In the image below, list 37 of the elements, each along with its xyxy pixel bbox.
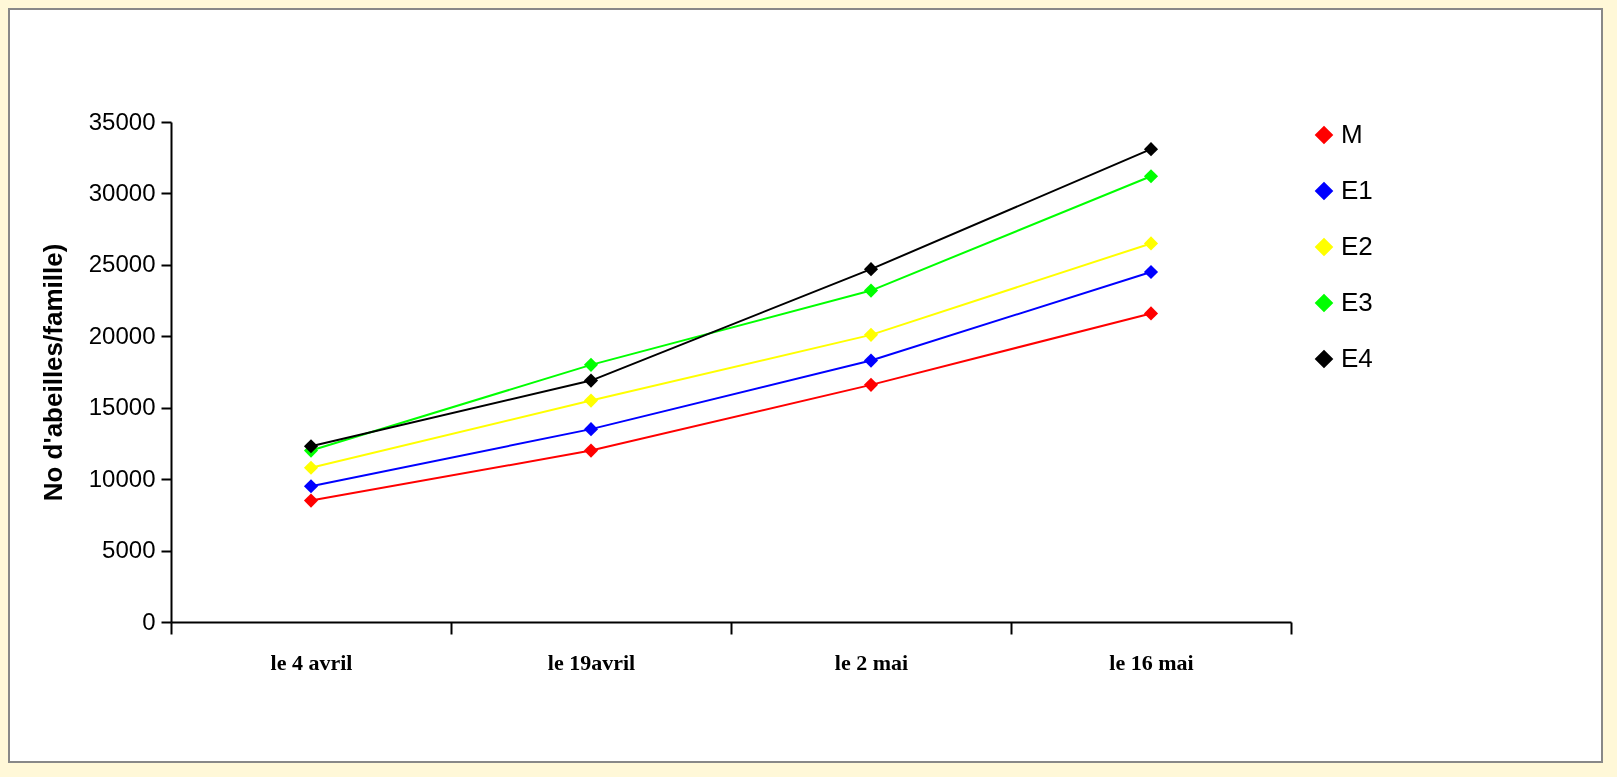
legend-label: E2: [1341, 231, 1373, 261]
y-tick-label: 35000: [88, 107, 156, 135]
x-tick-label: le 4 avril: [270, 649, 353, 675]
y-tick-label: 25000: [88, 250, 156, 278]
point: [863, 283, 879, 298]
legend-label: E4: [1341, 343, 1373, 373]
y-tick-label: 5000: [102, 536, 156, 564]
x-tick-label: le 2 mai: [834, 649, 909, 675]
point: [303, 493, 319, 508]
point: [303, 439, 319, 454]
point: [863, 262, 879, 277]
y-tick-label: 15000: [88, 393, 156, 421]
point: [583, 357, 599, 372]
x-tick-label: le 16 mai: [1109, 649, 1194, 675]
point: [583, 422, 599, 437]
point: [1143, 264, 1159, 280]
point: [1143, 236, 1159, 251]
point: [1143, 169, 1159, 184]
point: [303, 460, 319, 475]
point: [583, 443, 599, 458]
y-tick-label: 10000: [88, 464, 156, 492]
y-tick-label: 0: [142, 607, 156, 635]
legend-label: E3: [1341, 287, 1373, 317]
y-axis-title: No d'abeilles/famille): [37, 243, 68, 502]
y-tick-label: 30000: [88, 178, 156, 206]
point: [1143, 142, 1159, 157]
y-tick-label: 20000: [88, 321, 156, 349]
legend-label: E1: [1341, 175, 1373, 205]
point: [1143, 306, 1159, 321]
point: [583, 373, 599, 388]
point: [863, 377, 879, 392]
point: [863, 327, 879, 342]
x-tick-label: le 19avril: [547, 649, 636, 675]
legend-label: M: [1341, 119, 1363, 149]
point: [863, 353, 879, 368]
point: [583, 393, 599, 408]
point: [303, 479, 319, 494]
